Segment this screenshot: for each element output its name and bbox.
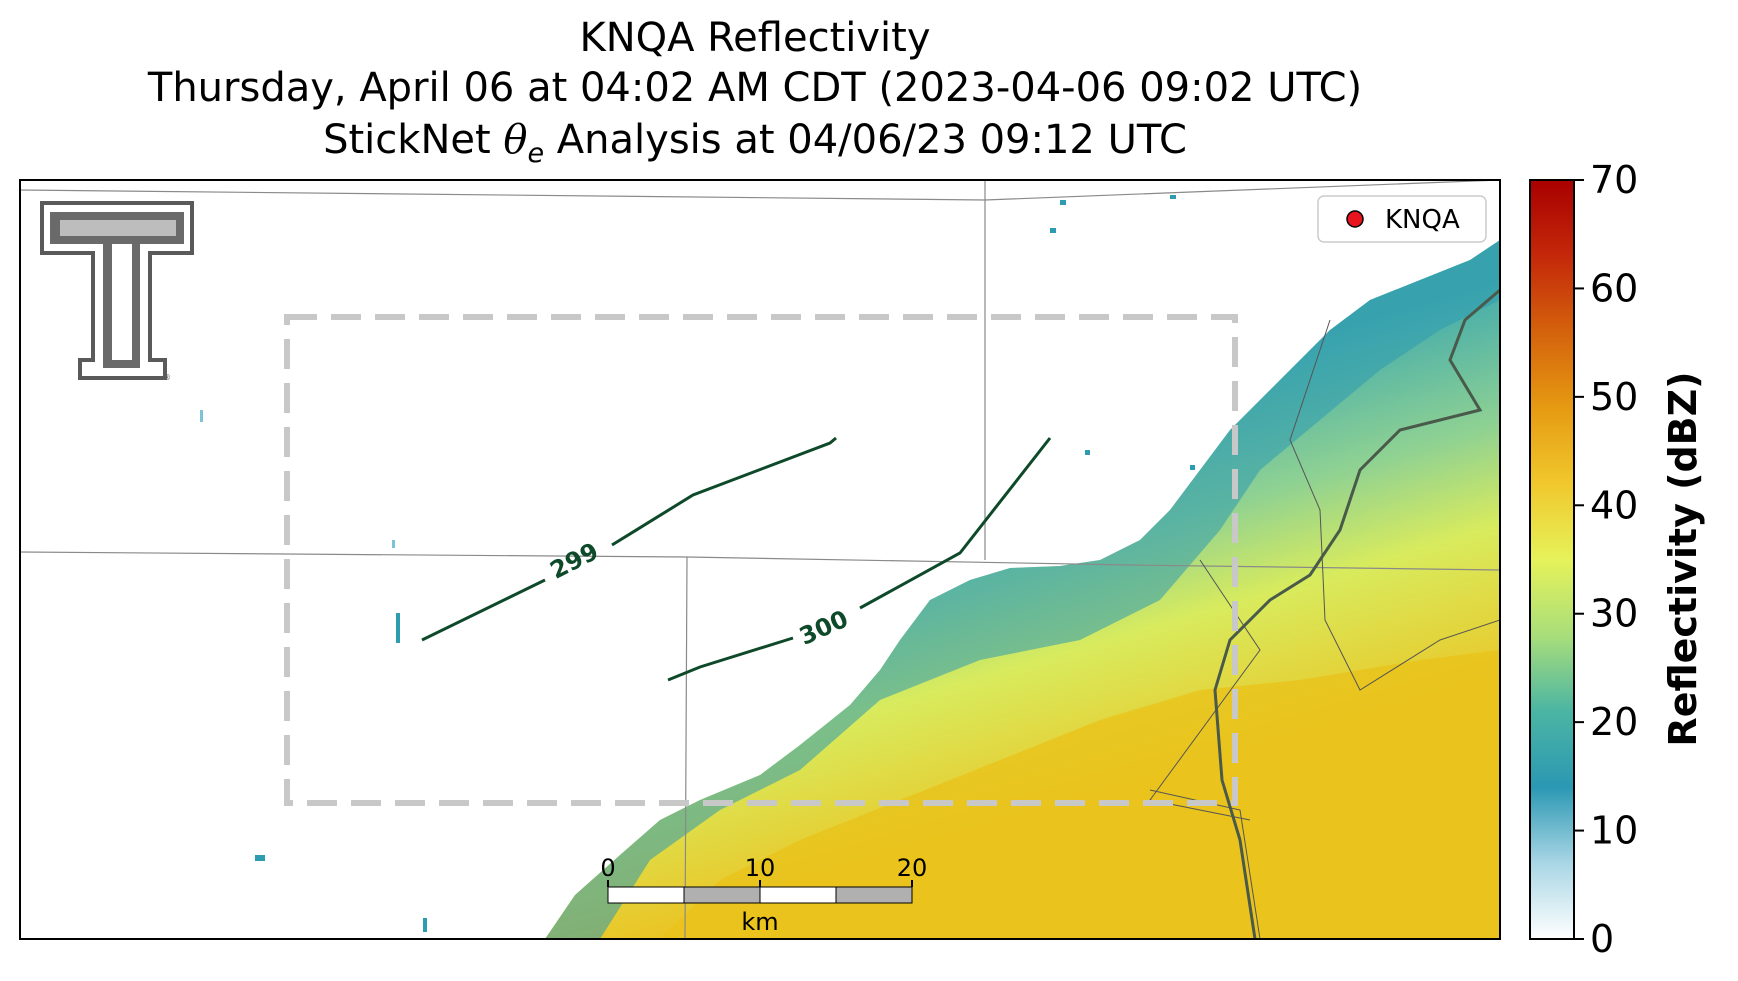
title-suffix: Analysis at 04/06/23 09:12 UTC [544,117,1187,163]
echo-speck [1170,195,1176,199]
scale-tick-0: 0 [600,854,615,882]
reflectivity-echoes [200,195,1500,939]
title-line-3: StickNet θe Analysis at 04/06/23 09:12 U… [0,116,1510,178]
colorbar-tick-label: 70 [1590,158,1638,202]
texas-tech-logo-icon: ® [40,201,194,382]
echo-speck [1085,450,1090,455]
theta-e-contours [421,436,1052,682]
analysis-domain-box [284,314,1238,806]
colorbar-tick-label: 60 [1590,266,1638,310]
echo-speck [396,613,400,643]
colorbar-tick-label: 0 [1590,917,1614,961]
echo-speck [1050,228,1056,233]
echo-speck [200,410,203,422]
scale-unit: km [741,908,778,936]
scale-bar: 0 10 20 km [600,854,927,936]
legend-label: KNQA [1385,205,1460,235]
theta-symbol: θ [503,117,528,163]
map-frame [19,179,1501,940]
echo-speck [1060,200,1066,205]
echo-speck [1190,465,1195,470]
contour-299-line [421,578,546,642]
radar-site-marker-icon [1346,210,1364,228]
colorbar-label: Reflectivity (dBZ) [1661,371,1705,746]
contour-299-line [611,436,837,547]
colorbar-gradient [1529,179,1575,940]
interstate-line [1213,288,1500,939]
map-plot-area: 299 300 ® 0 10 20 km KNQA [20,180,1500,939]
scale-segment [835,886,913,904]
colorbar-tick-label: 10 [1590,809,1638,853]
echo-speck [423,918,427,932]
title-line-1: KNQA Reflectivity [579,15,931,61]
county-lines [1149,319,1500,939]
echo-speck [255,855,265,861]
scale-tick-10: 10 [745,854,776,882]
echo-yellow-core [660,650,1500,939]
colorbar-tick-label: 20 [1590,700,1638,744]
echo-teal-edge [545,240,1500,939]
title-line-2: Thursday, April 06 at 04:02 AM CDT (2023… [147,65,1363,111]
colorbar-ticks: 0 10 20 30 40 50 60 70 [1574,158,1638,961]
svg-text:®: ® [163,373,171,382]
echo-speck [392,540,395,548]
colorbar-tick-label: 40 [1590,483,1638,527]
colorbar-tick-label: 30 [1590,592,1638,636]
colorbar-tick-label: 50 [1590,375,1638,419]
scale-tick-20: 20 [897,854,928,882]
contour-300-line [859,437,1052,610]
title-prefix: StickNet [323,117,504,163]
legend: KNQA [1317,195,1487,243]
theta-subscript: e [527,138,545,169]
contour-300-line [667,636,794,682]
